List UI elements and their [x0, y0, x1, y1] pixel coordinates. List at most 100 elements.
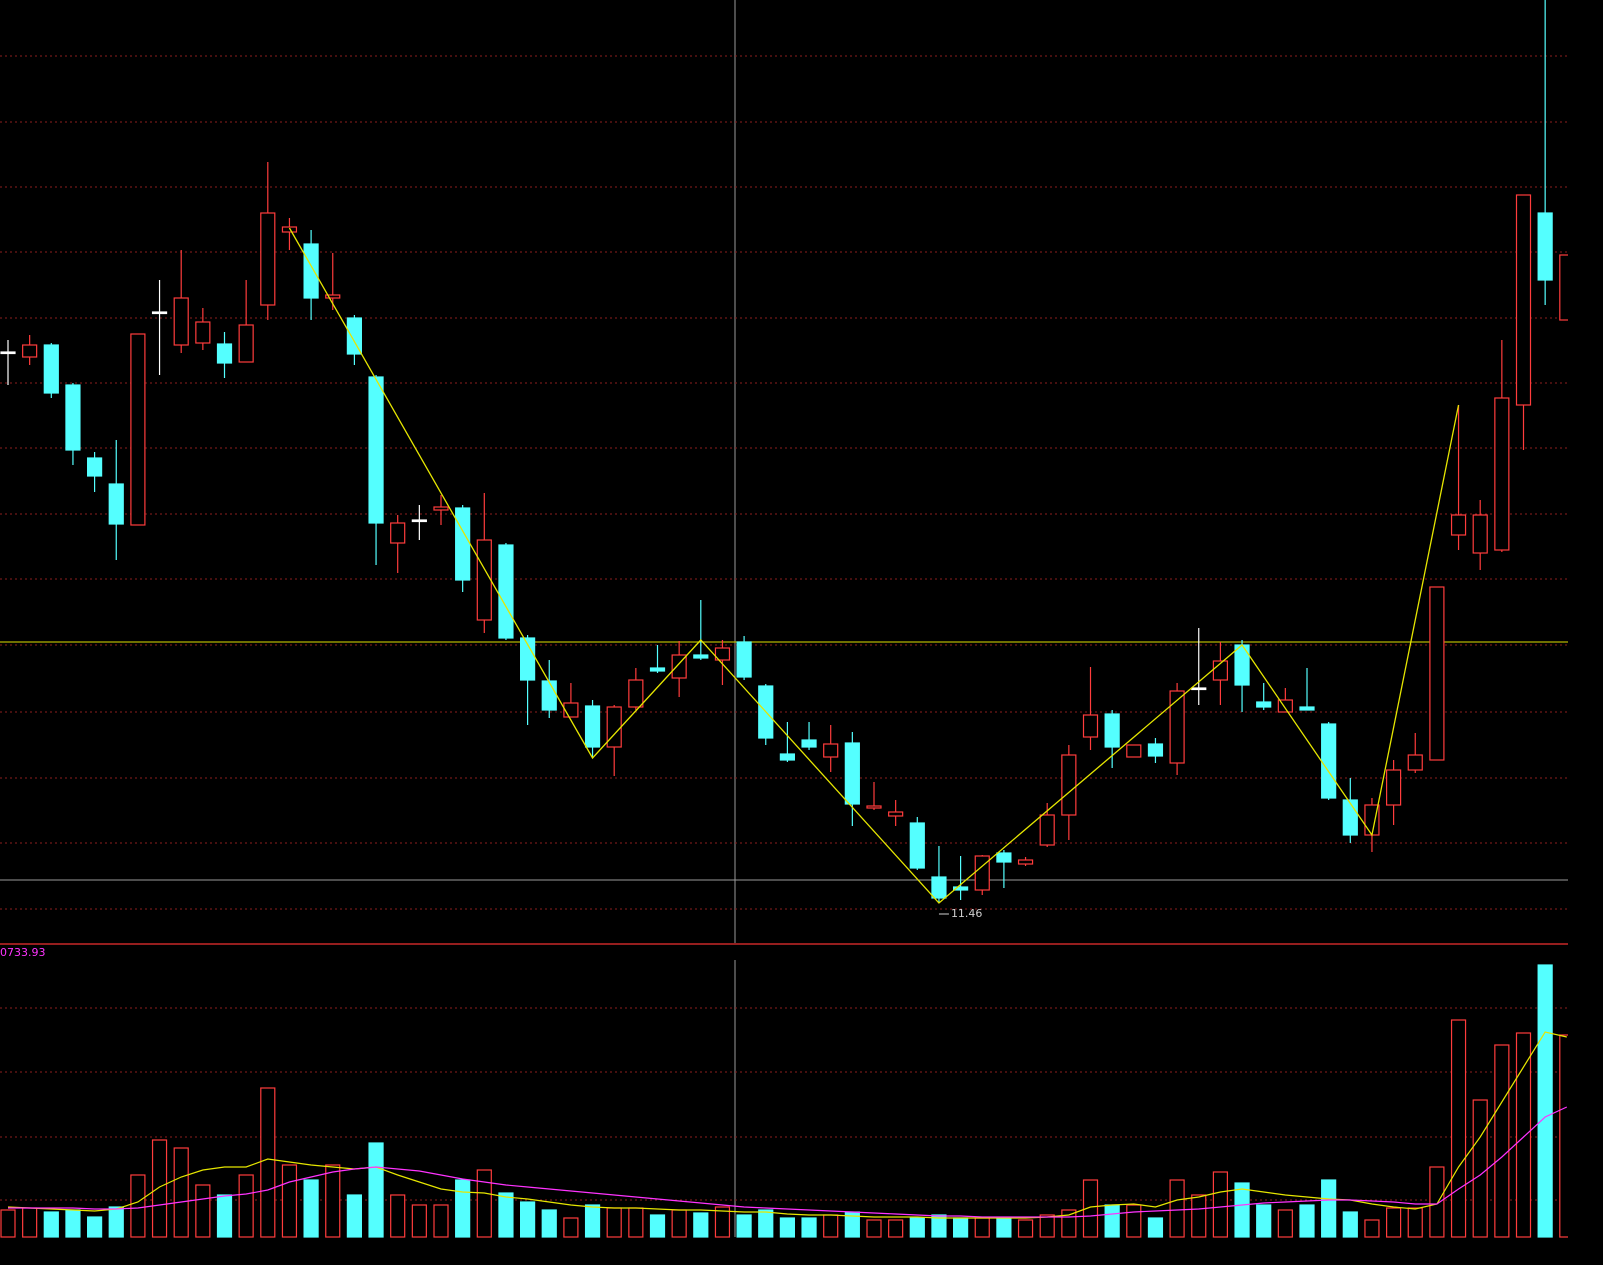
volume-bar	[671, 1209, 687, 1238]
volume-label: 0733.93	[0, 946, 46, 959]
volume-bar	[541, 1209, 557, 1238]
candle-body	[238, 324, 254, 363]
volume-bar	[693, 1212, 709, 1238]
candle-body	[1017, 859, 1034, 865]
volume-bar	[346, 1194, 362, 1238]
candle-body	[0, 351, 16, 355]
volume-bar	[1082, 1179, 1099, 1238]
candle-body	[736, 641, 752, 678]
volume-bar	[455, 1179, 471, 1238]
candle-body	[1039, 814, 1055, 846]
candle-body	[801, 739, 817, 748]
candle-body	[1321, 723, 1337, 799]
volume-bar	[325, 1164, 341, 1238]
candle-body	[931, 876, 947, 899]
volume-bar	[714, 1206, 731, 1238]
candle-body	[1061, 754, 1077, 816]
volume-bar	[1212, 1171, 1229, 1238]
volume-bar	[1017, 1219, 1034, 1238]
volume-bar	[130, 1174, 146, 1238]
candle-body	[1407, 754, 1423, 771]
volume-bar	[974, 1217, 990, 1238]
candle-body	[779, 753, 796, 761]
candle-body	[260, 212, 276, 306]
candle-body	[844, 742, 860, 805]
volume-bar	[584, 1204, 601, 1238]
volume-bar	[43, 1211, 59, 1238]
candle-body	[368, 376, 384, 524]
low-label: 11.46	[951, 907, 983, 920]
volume-bar	[151, 1139, 168, 1238]
volume-bar	[823, 1214, 839, 1238]
volume-bar	[108, 1206, 124, 1238]
candle-body	[519, 637, 536, 681]
candle-body	[216, 343, 233, 364]
volume-bar	[433, 1204, 449, 1238]
volume-bar	[390, 1194, 406, 1238]
volume-bar	[1256, 1204, 1272, 1238]
volume-bar	[801, 1217, 817, 1238]
candle-body	[1515, 194, 1532, 406]
candle-body	[498, 544, 514, 639]
candle-body	[1256, 701, 1272, 708]
volume-bar	[1364, 1219, 1380, 1238]
volume-bar	[1494, 1044, 1510, 1238]
candle-body	[693, 654, 709, 659]
candle-body	[411, 519, 427, 523]
candle-body	[671, 654, 687, 679]
candle-body	[952, 886, 969, 891]
candle-body	[1385, 769, 1402, 806]
candle-body	[325, 294, 341, 299]
volume-bar	[1472, 1099, 1488, 1238]
volume-bar	[303, 1179, 319, 1238]
volume-bar	[1126, 1204, 1142, 1238]
candle-body	[281, 226, 298, 233]
volume-bar	[238, 1174, 254, 1238]
volume-bar	[1104, 1204, 1120, 1238]
volume-bar	[1169, 1179, 1185, 1238]
candle-body	[476, 539, 492, 621]
volume-bar	[281, 1164, 298, 1238]
candle-body	[303, 243, 319, 299]
volume-bar	[563, 1217, 579, 1238]
candle-body	[1104, 713, 1120, 748]
volume-bar	[65, 1209, 81, 1238]
volume-bar	[1385, 1207, 1402, 1238]
volume-bar	[1321, 1179, 1337, 1238]
candle-body	[1126, 744, 1142, 758]
volume-bar	[411, 1204, 427, 1238]
candle-body	[563, 702, 579, 718]
candle-body	[1082, 714, 1099, 738]
volume-bar	[1147, 1217, 1164, 1238]
candle-body	[866, 805, 882, 809]
volume-bar	[1342, 1211, 1358, 1238]
candle-body	[195, 321, 211, 344]
volume-bar	[758, 1209, 774, 1238]
candle-body	[649, 667, 666, 672]
volume-bar	[1191, 1194, 1207, 1238]
volume-bar	[195, 1184, 211, 1238]
candle-body	[541, 680, 557, 711]
volume-bar	[1299, 1204, 1315, 1238]
candle-body	[173, 297, 189, 346]
volume-bar	[628, 1207, 644, 1238]
volume-bar	[1039, 1214, 1055, 1238]
candle-body	[584, 705, 601, 748]
candle-body	[1537, 212, 1553, 281]
candle-body	[909, 822, 925, 869]
volume-bar	[1234, 1182, 1250, 1238]
volume-bar	[1277, 1209, 1293, 1238]
volume-average-line	[7, 1031, 1567, 1219]
candle-body	[714, 647, 731, 661]
volume-bar	[260, 1087, 276, 1238]
candle-body	[606, 706, 622, 748]
volume-bar	[1061, 1209, 1077, 1238]
volume-bar	[216, 1194, 233, 1238]
volume-bar	[1450, 1019, 1467, 1238]
volume-bar	[86, 1216, 103, 1238]
volume-average-line	[8, 1106, 1568, 1218]
volume-bar	[931, 1214, 947, 1238]
candle-body	[1472, 514, 1488, 554]
volume-bar	[736, 1214, 752, 1238]
